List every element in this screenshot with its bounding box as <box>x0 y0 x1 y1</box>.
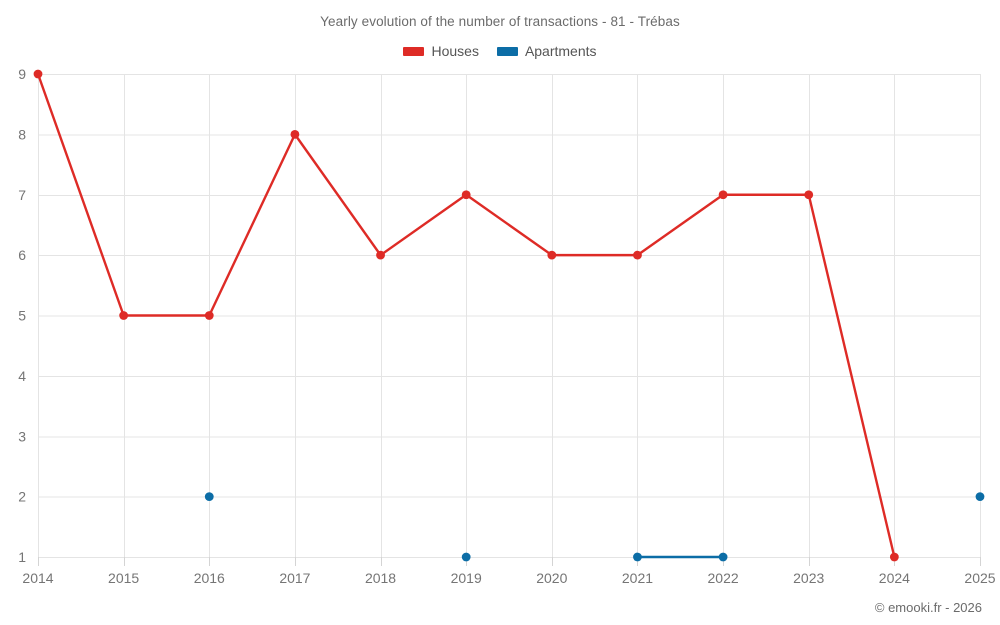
svg-text:2021: 2021 <box>622 570 653 586</box>
svg-text:9: 9 <box>18 66 26 82</box>
svg-text:2018: 2018 <box>365 570 396 586</box>
svg-text:5: 5 <box>18 308 26 324</box>
svg-text:3: 3 <box>18 428 26 444</box>
svg-text:2022: 2022 <box>708 570 739 586</box>
svg-text:2015: 2015 <box>108 570 139 586</box>
axis-ticks <box>38 557 981 566</box>
y-axis-labels: 1 2 3 4 5 6 7 8 9 <box>18 66 26 565</box>
svg-text:2023: 2023 <box>793 570 824 586</box>
svg-text:2025: 2025 <box>964 570 995 586</box>
svg-text:7: 7 <box>18 187 26 203</box>
svg-text:2017: 2017 <box>279 570 310 586</box>
chart-legend: Houses Apartments <box>0 44 1000 58</box>
legend-label-apartments: Apartments <box>524 43 597 59</box>
svg-text:4: 4 <box>18 368 26 384</box>
x-axis-labels: 2014 2015 2016 2017 2018 2019 2020 2021 2022 2023… <box>22 570 995 586</box>
line-swatch-icon-apartments <box>496 46 518 56</box>
data-series <box>33 69 985 562</box>
svg-text:8: 8 <box>18 126 26 142</box>
legend-label-houses: Houses <box>431 43 479 59</box>
chart-credit: © emooki.fr - 2026 <box>874 600 982 615</box>
svg-text:2016: 2016 <box>194 570 225 586</box>
svg-text:2019: 2019 <box>451 570 482 586</box>
gridlines <box>38 74 981 558</box>
svg-text:2014: 2014 <box>22 570 53 586</box>
legend-item-apartments[interactable]: Apartments <box>496 43 597 59</box>
line-swatch-icon-houses <box>403 46 425 56</box>
chart-title: Yearly evolution of the number of transa… <box>320 14 680 29</box>
svg-text:2: 2 <box>18 489 26 505</box>
svg-text:2020: 2020 <box>536 570 567 586</box>
svg-text:2024: 2024 <box>879 570 910 586</box>
svg-text:1: 1 <box>18 549 26 565</box>
legend-item-houses[interactable]: Houses <box>403 43 479 59</box>
svg-text:6: 6 <box>18 247 26 263</box>
